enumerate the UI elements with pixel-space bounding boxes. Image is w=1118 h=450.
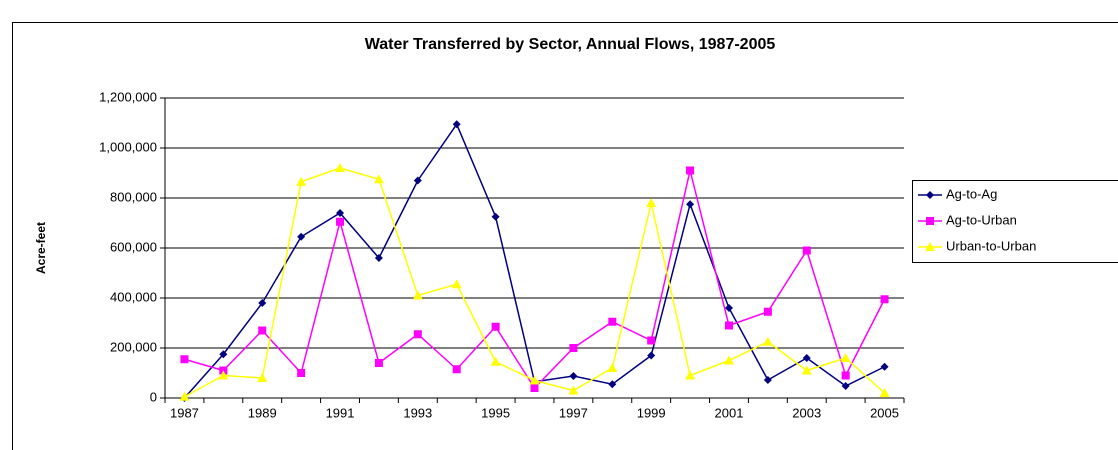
x-tick-label: 2005	[870, 405, 899, 420]
x-tick-label: 1997	[559, 405, 588, 420]
point	[569, 372, 578, 380]
point	[412, 290, 423, 300]
point	[802, 246, 811, 255]
point	[879, 388, 890, 397]
point	[335, 163, 346, 172]
point	[801, 365, 812, 375]
x-tick-label: 2001	[715, 405, 744, 420]
point	[297, 232, 306, 241]
point	[374, 359, 383, 367]
point	[762, 336, 773, 346]
point	[413, 176, 422, 185]
legend-label: Urban-to-Urban	[946, 238, 1036, 253]
legend-label: Ag-to-Ag	[946, 186, 997, 201]
point	[179, 391, 190, 401]
point	[491, 322, 500, 331]
point	[926, 191, 934, 199]
x-tick-label: 1989	[248, 405, 277, 420]
legend-box	[912, 180, 1118, 263]
x-tick-label: 2003	[792, 405, 821, 420]
y-tick-label: 400,000	[110, 289, 157, 304]
x-tick-label: 1995	[481, 405, 510, 420]
point	[608, 317, 617, 326]
point	[258, 326, 267, 335]
x-tick-label: 1993	[403, 405, 432, 420]
point	[686, 166, 695, 175]
point	[686, 200, 695, 209]
point	[569, 344, 578, 352]
x-tick-label: 1987	[170, 405, 199, 420]
y-tick-label: 0	[150, 389, 157, 404]
x-tick-label: 1999	[637, 405, 666, 420]
y-axis-label: Acre-feet	[34, 222, 48, 274]
point	[841, 382, 850, 390]
point	[607, 363, 618, 372]
chart-title: Water Transferred by Sector, Annual Flow…	[365, 36, 776, 53]
point	[926, 217, 934, 225]
point	[490, 356, 501, 366]
point	[646, 198, 657, 207]
y-tick-label: 600,000	[110, 239, 157, 254]
point	[452, 365, 461, 374]
point	[413, 330, 422, 339]
point	[180, 355, 189, 364]
point	[685, 370, 696, 380]
point	[297, 369, 306, 377]
point	[218, 370, 229, 380]
y-tick-label: 1,000,000	[99, 139, 157, 154]
point	[723, 355, 734, 365]
point	[296, 176, 307, 186]
point	[880, 295, 889, 304]
point	[258, 299, 267, 307]
point	[880, 362, 889, 371]
point	[491, 212, 500, 221]
point	[647, 336, 656, 345]
x-tick-label: 1991	[326, 405, 355, 420]
point	[763, 307, 772, 316]
point	[841, 371, 850, 380]
point	[257, 373, 268, 382]
y-tick-label: 200,000	[110, 339, 157, 354]
point	[568, 385, 579, 395]
point	[647, 351, 656, 360]
point	[925, 242, 935, 251]
point	[529, 375, 540, 385]
point	[530, 384, 539, 392]
point	[374, 254, 383, 262]
point	[373, 174, 384, 184]
y-tick-label: 800,000	[110, 189, 157, 204]
point	[608, 380, 617, 389]
point	[840, 353, 851, 362]
point	[336, 217, 345, 226]
point	[724, 304, 733, 312]
point	[336, 209, 345, 217]
legend-label: Ag-to-Urban	[946, 212, 1017, 227]
point	[452, 120, 461, 129]
point	[724, 321, 733, 330]
point	[802, 354, 811, 362]
y-tick-label: 1,200,000	[99, 89, 157, 104]
point	[451, 279, 462, 289]
point	[763, 376, 772, 384]
point	[219, 350, 228, 359]
